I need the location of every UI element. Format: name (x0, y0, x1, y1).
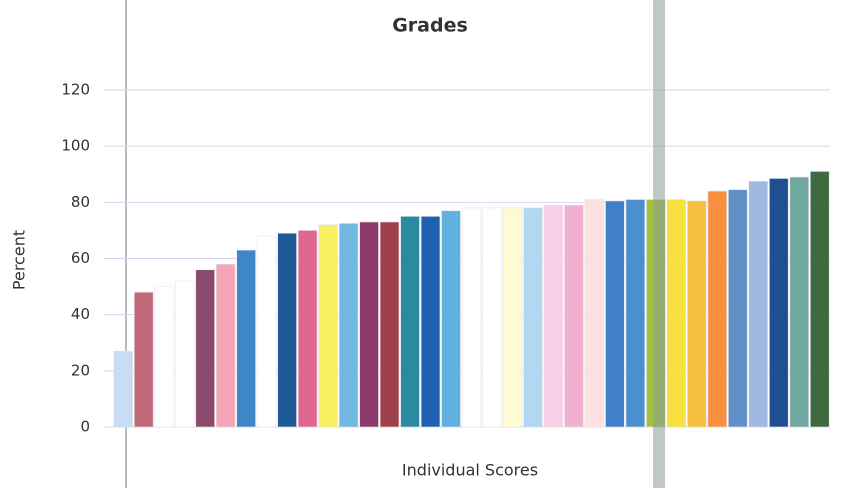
bar (379, 221, 400, 428)
bar (584, 199, 605, 428)
bar (297, 230, 318, 428)
y-tick-label: 0 (80, 418, 90, 436)
plot-area: 0 20 40 60 80 100 120 (61, 81, 830, 436)
bar (113, 350, 133, 428)
bar (543, 204, 564, 428)
bar (523, 207, 543, 428)
screen-band (653, 0, 665, 488)
bar (154, 286, 174, 428)
bar (461, 207, 482, 428)
bar (277, 232, 297, 428)
bar (748, 180, 769, 428)
chart-title: Grades (392, 15, 468, 37)
y-axis-label: Percent (10, 230, 29, 290)
bar (625, 199, 646, 428)
x-axis-label: Individual Scores (402, 461, 538, 480)
bar (769, 178, 789, 428)
y-tick-label: 120 (61, 81, 90, 99)
bar (134, 291, 154, 428)
bar (420, 216, 441, 428)
y-tick-label: 100 (61, 137, 90, 155)
bar (502, 207, 523, 428)
bar (318, 224, 338, 428)
bar (441, 210, 461, 428)
bar (605, 200, 625, 428)
bar (482, 207, 502, 428)
bar (564, 204, 584, 428)
y-tick-label: 20 (71, 361, 90, 379)
bar (707, 190, 728, 428)
bar (789, 176, 809, 428)
bar (195, 269, 215, 428)
bar (359, 221, 379, 428)
y-tick-label: 80 (71, 193, 90, 211)
bar (174, 280, 195, 428)
bar (687, 200, 707, 428)
bar (236, 249, 256, 428)
bar (338, 223, 359, 428)
bar (256, 235, 277, 428)
y-tick-label: 40 (71, 305, 90, 323)
bar (215, 263, 236, 428)
bar (728, 189, 748, 428)
bar (400, 216, 420, 428)
y-tick-label: 60 (71, 249, 90, 267)
bar (666, 199, 687, 428)
bar (810, 171, 830, 428)
